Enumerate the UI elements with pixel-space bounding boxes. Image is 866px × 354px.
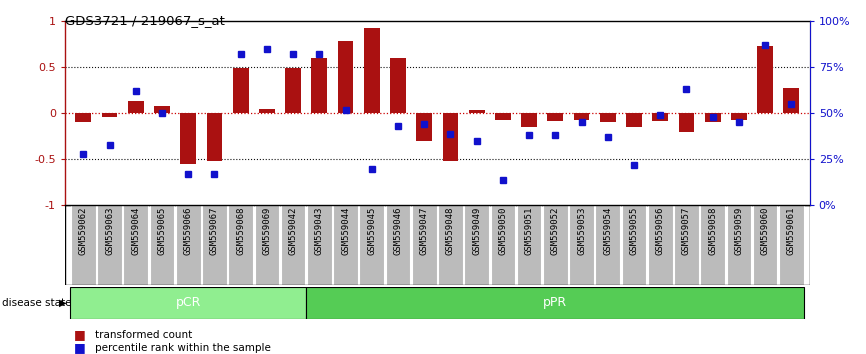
Text: GSM559064: GSM559064: [132, 207, 140, 255]
Bar: [71, 205, 95, 285]
Bar: [464, 205, 489, 285]
Bar: [547, 113, 563, 121]
Text: transformed count: transformed count: [95, 330, 192, 339]
Bar: [490, 205, 515, 285]
Bar: [150, 205, 174, 285]
Text: GSM559068: GSM559068: [236, 207, 245, 255]
Bar: [443, 113, 458, 161]
Bar: [543, 205, 568, 285]
Text: GSM559057: GSM559057: [682, 207, 691, 255]
Bar: [385, 205, 410, 285]
Bar: [281, 205, 306, 285]
Bar: [779, 205, 804, 285]
Text: GSM559044: GSM559044: [341, 207, 350, 255]
Text: GSM559059: GSM559059: [734, 207, 743, 255]
Bar: [674, 205, 699, 285]
Text: GSM559047: GSM559047: [420, 207, 429, 255]
Bar: [176, 205, 201, 285]
Bar: [312, 58, 327, 113]
Bar: [154, 106, 170, 113]
Text: pPR: pPR: [543, 296, 567, 309]
Bar: [727, 205, 751, 285]
Bar: [307, 287, 805, 319]
Bar: [338, 41, 353, 113]
Bar: [307, 205, 332, 285]
Bar: [731, 113, 746, 120]
Bar: [652, 113, 668, 121]
Bar: [757, 46, 773, 113]
Bar: [438, 205, 462, 285]
Text: GSM559050: GSM559050: [499, 207, 507, 255]
Text: GSM559069: GSM559069: [262, 207, 271, 255]
Text: GSM559046: GSM559046: [393, 207, 403, 255]
Text: GSM559053: GSM559053: [577, 207, 586, 255]
Text: GSM559048: GSM559048: [446, 207, 455, 255]
Bar: [128, 101, 144, 113]
Text: GSM559056: GSM559056: [656, 207, 665, 255]
Text: GSM559067: GSM559067: [210, 207, 219, 255]
Bar: [229, 205, 253, 285]
Bar: [180, 113, 196, 164]
Bar: [75, 113, 91, 122]
Text: GSM559042: GSM559042: [288, 207, 298, 255]
Text: disease state: disease state: [2, 298, 71, 308]
Text: GSM559062: GSM559062: [79, 207, 87, 255]
Text: ■: ■: [74, 328, 86, 341]
Bar: [417, 113, 432, 141]
Bar: [469, 110, 485, 113]
Text: GSM559060: GSM559060: [760, 207, 770, 255]
Text: GSM559049: GSM559049: [472, 207, 481, 255]
Bar: [359, 205, 385, 285]
Bar: [701, 205, 725, 285]
Bar: [390, 58, 406, 113]
Bar: [259, 109, 275, 113]
Text: GDS3721 / 219067_s_at: GDS3721 / 219067_s_at: [65, 14, 225, 27]
Text: ■: ■: [74, 341, 86, 354]
Bar: [600, 113, 616, 122]
Text: GSM559045: GSM559045: [367, 207, 376, 255]
Bar: [207, 113, 223, 161]
Text: GSM559051: GSM559051: [525, 207, 533, 255]
Bar: [412, 205, 436, 285]
Bar: [626, 113, 642, 127]
Text: GSM559054: GSM559054: [604, 207, 612, 255]
Bar: [124, 205, 148, 285]
Bar: [70, 287, 307, 319]
Bar: [202, 205, 227, 285]
Bar: [705, 113, 721, 122]
Bar: [517, 205, 541, 285]
Bar: [573, 113, 590, 120]
Text: GSM559063: GSM559063: [105, 207, 114, 255]
Bar: [285, 68, 301, 113]
Text: GSM559061: GSM559061: [787, 207, 796, 255]
Bar: [364, 28, 379, 113]
Text: GSM559052: GSM559052: [551, 207, 559, 255]
Bar: [648, 205, 673, 285]
Text: percentile rank within the sample: percentile rank within the sample: [95, 343, 271, 353]
Bar: [622, 205, 646, 285]
Bar: [569, 205, 594, 285]
Text: GSM559055: GSM559055: [630, 207, 638, 255]
Text: GSM559065: GSM559065: [158, 207, 166, 255]
Text: GSM559066: GSM559066: [184, 207, 193, 255]
Bar: [753, 205, 778, 285]
Bar: [97, 205, 122, 285]
Text: pCR: pCR: [176, 296, 201, 309]
Bar: [255, 205, 279, 285]
Bar: [233, 68, 249, 113]
Bar: [333, 205, 358, 285]
Bar: [101, 113, 118, 117]
Bar: [596, 205, 620, 285]
Bar: [679, 113, 695, 132]
Bar: [784, 88, 799, 113]
Text: ▶: ▶: [59, 298, 67, 308]
Bar: [521, 113, 537, 127]
Bar: [495, 113, 511, 120]
Text: GSM559058: GSM559058: [708, 207, 717, 255]
Text: GSM559043: GSM559043: [315, 207, 324, 255]
